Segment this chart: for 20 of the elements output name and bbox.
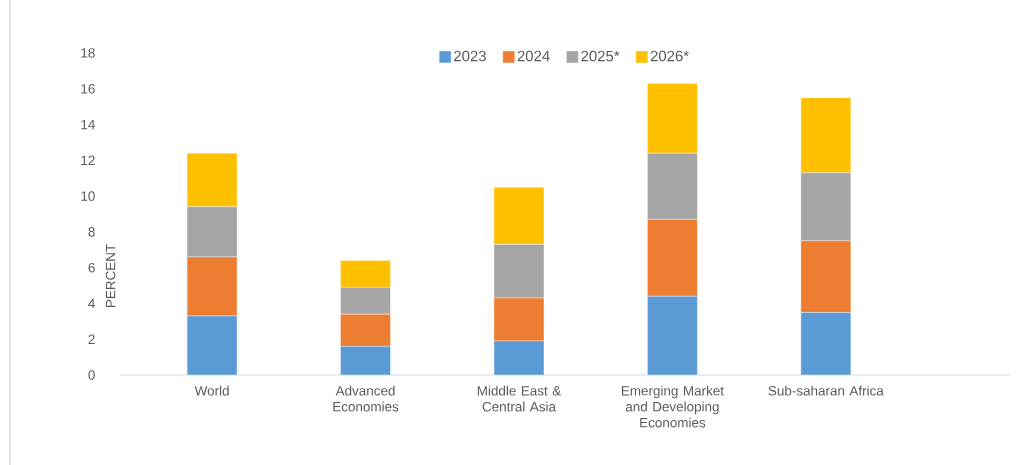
x-tick-label: Advanced Economies: [333, 385, 399, 412]
x-tick-label: World: [194, 385, 229, 396]
y-tick-label: 10: [81, 191, 95, 201]
y-tick-label: 6: [88, 262, 95, 273]
y-tick-label: 0: [88, 370, 95, 380]
y-tick-label: 8: [88, 227, 95, 237]
y-tick-label: 4: [88, 298, 95, 309]
legend-label: 2026*: [650, 50, 689, 62]
y-tick-label: 16: [81, 84, 95, 94]
x-tick-label: Sub-saharan Africa: [768, 385, 884, 396]
legend-label: 2024: [517, 50, 550, 62]
x-tick-label: Emerging Market and Developing Economies: [621, 385, 724, 428]
x-tick-label: Middle East & Central Asia: [477, 385, 561, 412]
y-axis-title: PERCENT: [105, 244, 116, 308]
y-tick-label: 2: [88, 334, 95, 344]
legend-label: 2023: [454, 50, 486, 62]
y-tick-label: 12: [81, 155, 95, 166]
y-tick-label: 14: [81, 119, 95, 130]
y-tick-label: 18: [81, 48, 95, 58]
legend-label: 2025*: [581, 50, 620, 62]
